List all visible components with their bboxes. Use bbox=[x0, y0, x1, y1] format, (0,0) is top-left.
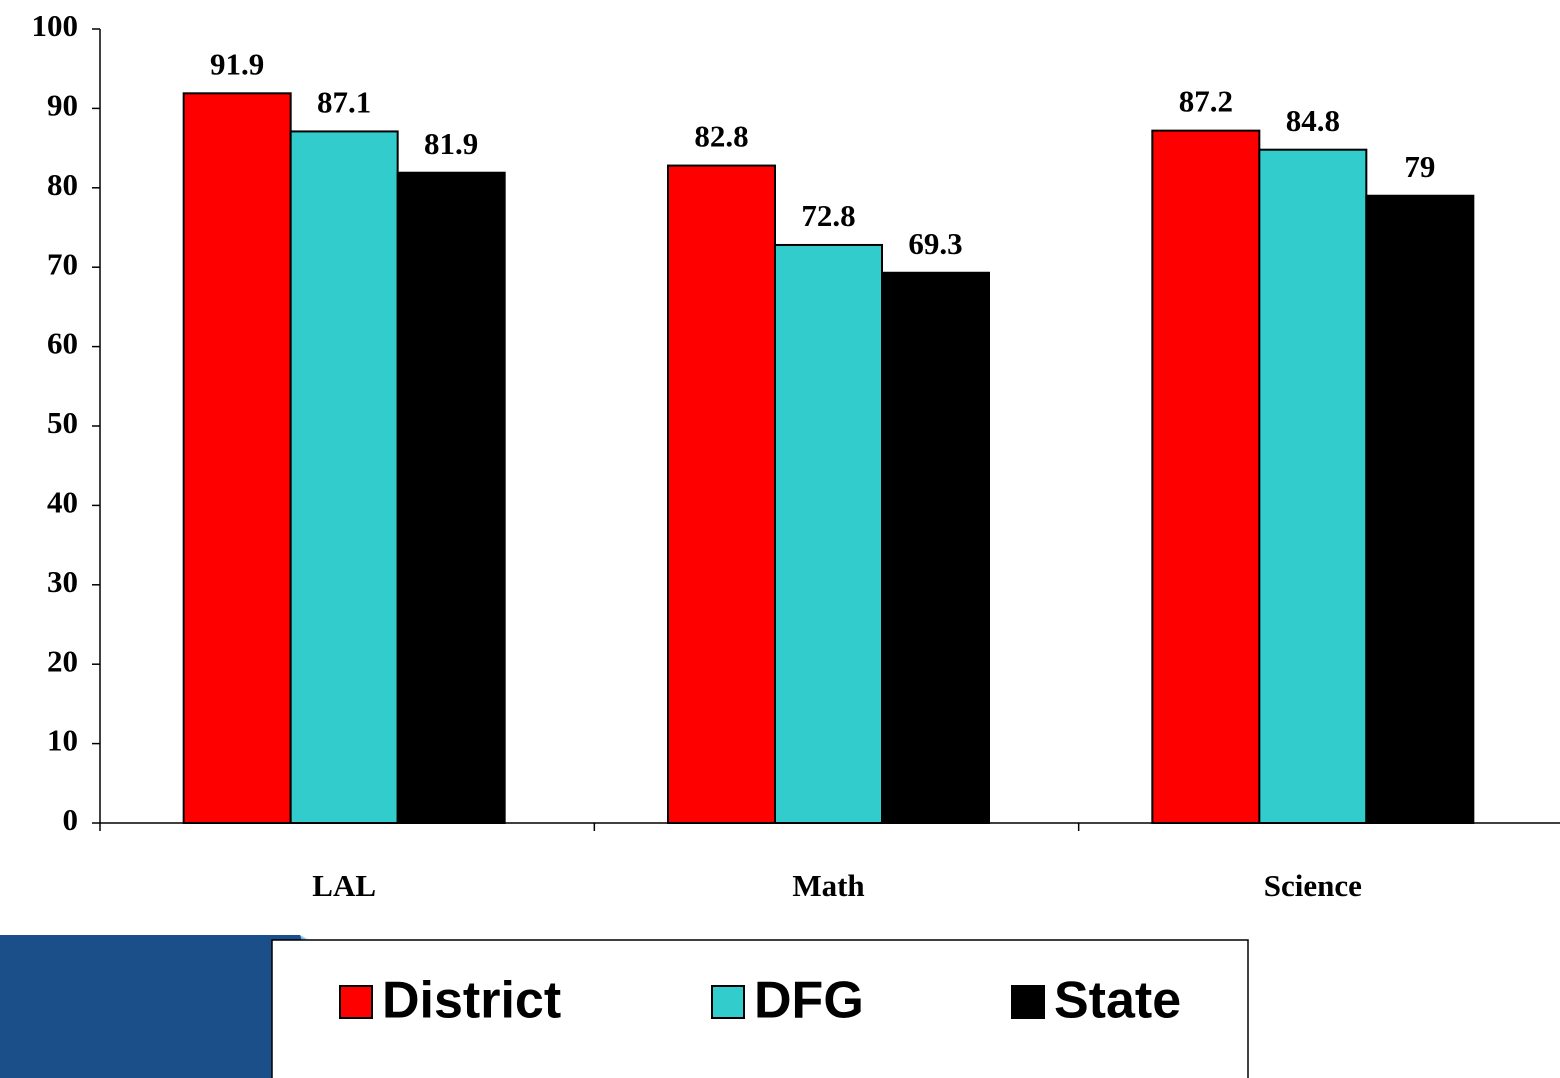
y-tick-label: 60 bbox=[47, 326, 78, 361]
bar bbox=[396, 171, 506, 825]
legend-box bbox=[271, 939, 1249, 1078]
value-label: 72.8 bbox=[801, 198, 855, 233]
bar bbox=[774, 243, 883, 824]
bar bbox=[1365, 194, 1475, 825]
value-label: 87.2 bbox=[1179, 84, 1233, 119]
y-tick-label: 20 bbox=[47, 643, 78, 678]
value-label: 82.8 bbox=[694, 119, 748, 154]
legend-label: DFG bbox=[754, 972, 864, 1030]
value-label: 91.9 bbox=[210, 46, 264, 81]
value-label: 87.1 bbox=[317, 85, 371, 120]
y-tick-label: 70 bbox=[47, 246, 78, 281]
bar bbox=[667, 164, 776, 824]
legend-swatch bbox=[339, 985, 373, 1019]
y-tick-label: 50 bbox=[47, 405, 78, 440]
value-label: 81.9 bbox=[424, 126, 478, 161]
value-label: 69.3 bbox=[908, 226, 962, 261]
y-tick-label: 80 bbox=[47, 167, 78, 202]
bar bbox=[182, 92, 292, 824]
legend-label: District bbox=[382, 972, 561, 1030]
y-tick-label: 30 bbox=[47, 564, 78, 599]
value-label: 84.8 bbox=[1286, 103, 1340, 138]
bar bbox=[289, 130, 399, 824]
legend-swatch bbox=[711, 985, 745, 1019]
y-tick-label: 40 bbox=[47, 485, 78, 520]
y-tick-label: 0 bbox=[63, 802, 79, 837]
value-label: 79 bbox=[1404, 149, 1435, 184]
bar bbox=[881, 271, 990, 824]
y-tick-label: 90 bbox=[47, 88, 78, 123]
bar bbox=[1258, 148, 1368, 825]
legend-swatch bbox=[1011, 985, 1045, 1019]
y-tick-label: 100 bbox=[32, 8, 79, 43]
x-tick-label: Math bbox=[792, 868, 864, 903]
x-tick-label: Science bbox=[1264, 868, 1362, 903]
bar bbox=[1151, 129, 1261, 824]
y-tick-label: 10 bbox=[47, 723, 78, 758]
x-tick-label: LAL bbox=[312, 868, 376, 903]
legend-label: State bbox=[1054, 972, 1181, 1030]
swoosh-dark bbox=[0, 935, 330, 1078]
